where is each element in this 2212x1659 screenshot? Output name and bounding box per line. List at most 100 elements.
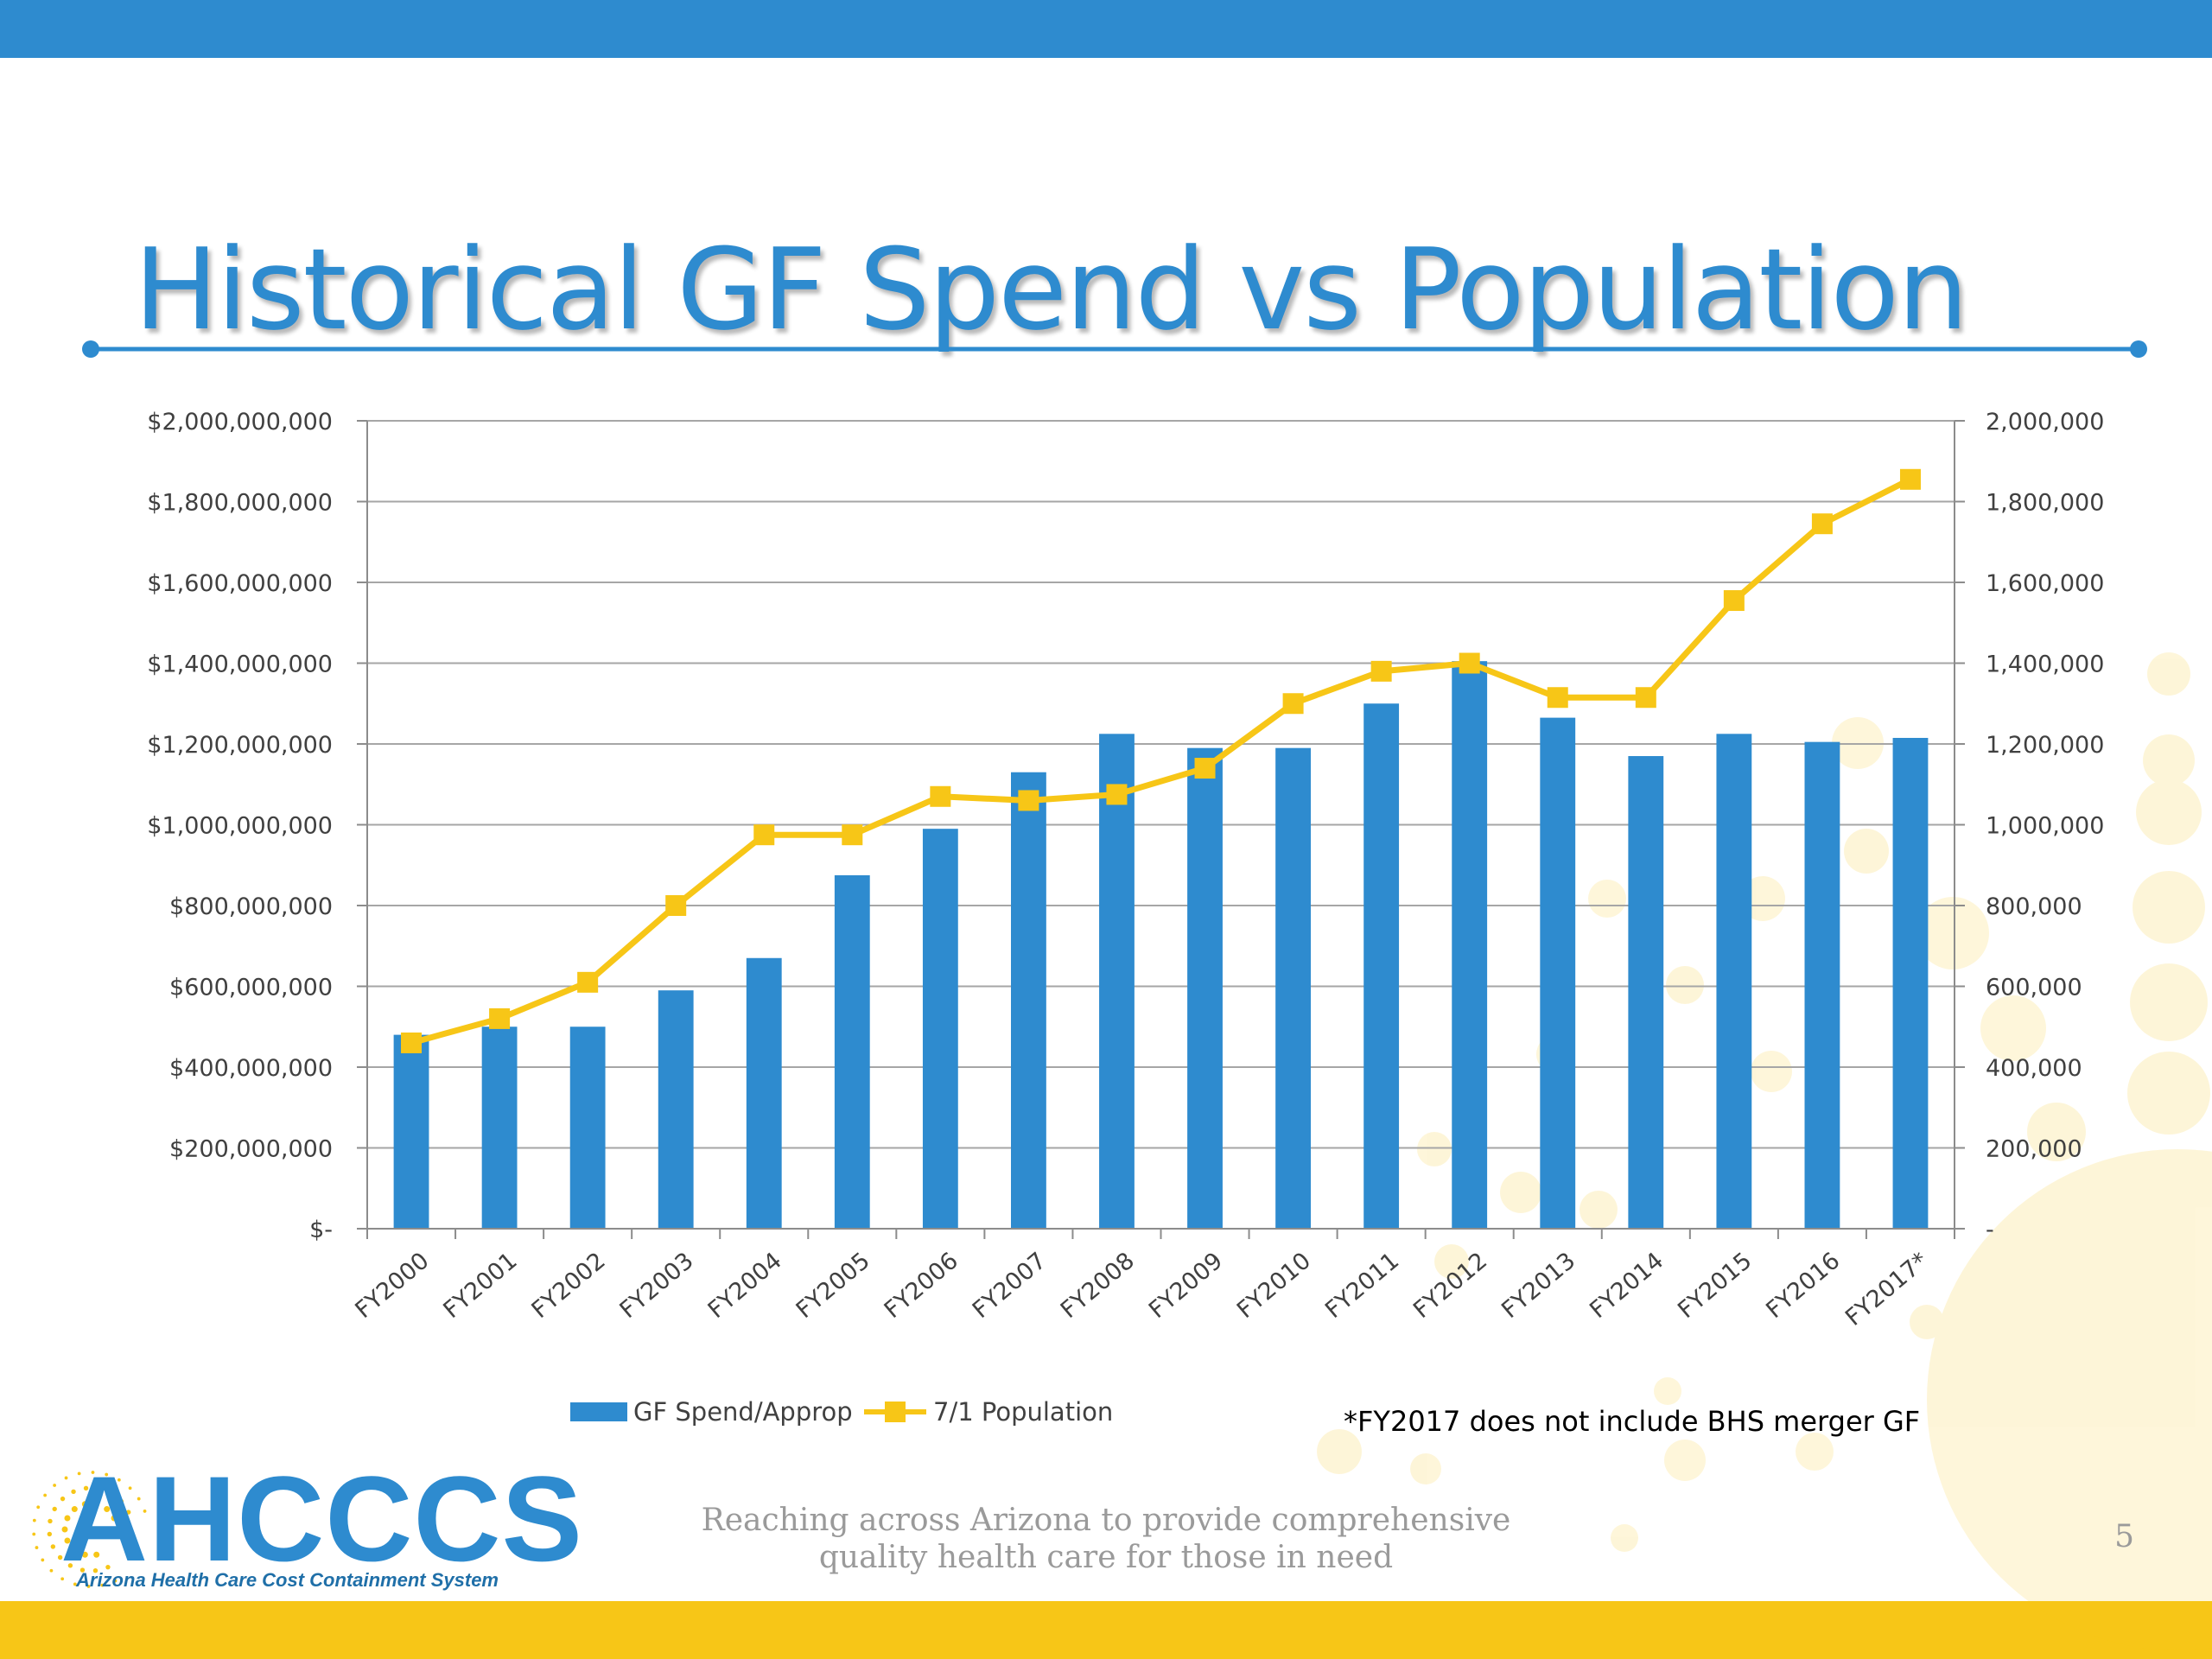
x-axis-category-label: FY2006	[880, 1248, 963, 1325]
logo-burst-dot	[57, 1554, 63, 1560]
marker-population	[1723, 590, 1745, 612]
logo-burst-dot	[86, 1585, 91, 1588]
logo-burst-dot	[64, 1515, 71, 1522]
bar-gf-spend	[1363, 703, 1400, 1229]
marker-population	[1635, 687, 1656, 709]
bar-gf-spend	[1099, 734, 1135, 1229]
bar-gf-spend	[1011, 772, 1046, 1229]
marker-population	[401, 1032, 423, 1053]
marker-population	[1811, 513, 1833, 535]
right-axis-tick-label: 1,600,000	[1986, 570, 2104, 597]
x-axis-category-label: FY2005	[791, 1248, 875, 1325]
x-axis-category-label: FY2008	[1056, 1248, 1140, 1325]
bar-gf-spend	[1275, 747, 1311, 1229]
logo-burst-dot	[108, 1491, 114, 1496]
x-axis-category-label: FY2011	[1320, 1248, 1404, 1325]
left-axis-tick-label: $1,200,000,000	[147, 732, 333, 759]
marker-population	[1282, 693, 1304, 715]
x-axis-category-label: FY2012	[1408, 1248, 1492, 1325]
bar-gf-spend	[746, 957, 782, 1229]
ahcccs-sunburst-icon	[32, 1471, 147, 1588]
marker-population	[1106, 784, 1128, 805]
logo-burst-dot	[43, 1493, 48, 1497]
right-axis-tick-label: 1,200,000	[1986, 732, 2104, 759]
marker-population	[753, 824, 775, 846]
logo-burst-dot	[93, 1551, 100, 1558]
right-axis-tick-label: 600,000	[1986, 975, 2082, 1001]
marker-population	[665, 895, 687, 916]
left-axis-tick-label: $-	[309, 1217, 333, 1243]
bar-gf-spend	[1540, 717, 1576, 1229]
marker-population	[1459, 652, 1480, 674]
logo-burst-dot	[100, 1583, 105, 1587]
logo-burst-dot	[32, 1518, 36, 1522]
tagline-line-2: quality health care for those in need	[818, 1540, 1394, 1575]
marker-population	[930, 785, 951, 807]
logo-burst-dot	[71, 1506, 78, 1513]
logo-burst-dot	[50, 1544, 56, 1549]
x-axis-category-label: FY2017*	[1840, 1248, 1933, 1332]
x-axis-category-label: FY2009	[1144, 1248, 1228, 1325]
logo-burst-dot	[60, 1496, 66, 1502]
logo-burst-dot	[41, 1558, 45, 1562]
logo-burst-dot	[73, 1582, 77, 1586]
bar-gf-spend	[569, 1027, 606, 1229]
logo-burst-dot	[49, 1568, 54, 1573]
bottom-accent-bar	[0, 1601, 2212, 1659]
marker-population	[842, 824, 863, 846]
logo-burst-dot	[32, 1532, 36, 1536]
axes	[357, 420, 1965, 1239]
left-axis-tick-label: $1,600,000,000	[147, 570, 333, 597]
left-axis-tick-label: $2,000,000,000	[147, 409, 333, 435]
logo-burst-dot	[105, 1564, 111, 1570]
ahcccs-logo-subtitle: Arizona Health Care Cost Containment Sys…	[76, 1569, 499, 1591]
logo-burst-dot	[111, 1515, 118, 1522]
logo-burst-dot	[77, 1471, 81, 1476]
logo-burst-dot	[64, 1537, 71, 1544]
logo-burst-dot	[64, 1476, 68, 1480]
logo-burst-dot	[47, 1531, 53, 1537]
tagline: Reaching across Arizona to provide compr…	[674, 1502, 1538, 1576]
logo-burst-dot	[143, 1510, 147, 1513]
bar-series	[393, 661, 1929, 1229]
logo-burst-dot	[71, 1489, 76, 1495]
bar-gf-spend	[1804, 741, 1840, 1229]
logo-burst-dot	[53, 1484, 57, 1487]
logo-burst-dot	[83, 1485, 89, 1491]
logo-burst-dot	[104, 1506, 111, 1513]
logo-burst-dot	[48, 1518, 53, 1524]
x-axis-category-label: FY2007	[968, 1248, 1052, 1325]
bar-gf-spend	[1187, 747, 1223, 1229]
legend-label-line: 7/1 Population	[933, 1397, 1113, 1427]
right-axis-tick-label: 200,000	[1986, 1136, 2082, 1163]
bar-gf-spend	[1892, 737, 1929, 1229]
x-axis-category-label: FY2013	[1497, 1248, 1580, 1325]
legend: GF Spend/Approp 7/1 Population	[570, 1397, 1113, 1427]
logo-burst-dot	[105, 1472, 109, 1477]
x-axis-category-label: FY2014	[1585, 1248, 1669, 1325]
legend-swatch-marker	[885, 1402, 906, 1422]
left-axis-tick-label: $1,000,000,000	[147, 813, 333, 840]
top-accent-bar	[0, 0, 2212, 58]
x-axis-category-label: FY2016	[1761, 1248, 1845, 1325]
marker-population	[489, 1007, 511, 1029]
marker-population	[1547, 687, 1568, 709]
x-axis-category-label: FY2015	[1673, 1248, 1757, 1325]
marker-population	[577, 971, 599, 993]
right-axis-tick-label: 1,400,000	[1986, 652, 2104, 678]
page-number: 5	[2114, 1519, 2134, 1554]
legend-swatch-bar	[570, 1402, 627, 1421]
chart-footnote: *FY2017 does not include BHS merger GF	[1344, 1405, 1920, 1438]
bar-gf-spend	[1452, 661, 1488, 1229]
logo-burst-dot	[35, 1546, 39, 1549]
logo-burst-dot	[128, 1486, 132, 1491]
logo-burst-dot	[137, 1497, 141, 1501]
bar-gf-spend	[1716, 734, 1752, 1229]
bar-gf-spend	[658, 990, 694, 1229]
logo-burst-dot	[113, 1579, 118, 1583]
tagline-line-1: Reaching across Arizona to provide compr…	[701, 1503, 1511, 1538]
logo-burst-dot	[60, 1577, 65, 1581]
left-axis-tick-label: $1,400,000,000	[147, 652, 333, 678]
right-axis-tick-label: 2,000,000	[1986, 409, 2104, 435]
x-axis-category-label: FY2001	[438, 1248, 522, 1325]
